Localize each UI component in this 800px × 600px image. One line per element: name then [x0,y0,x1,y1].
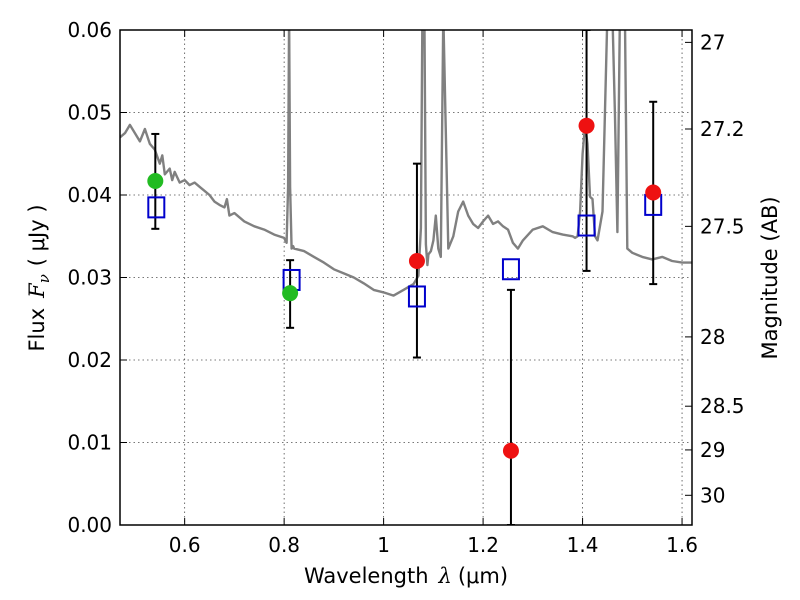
y2-tick-labels: 27 27.2 27.5 28 28.5 29 30 [700,30,745,507]
x-axis-title-symbol: λ [438,564,452,588]
x-tick-label: 1.6 [666,533,698,557]
y-tick-label: 0.05 [67,101,112,125]
model-photometry-square [501,258,520,281]
data-point [502,442,519,459]
data-point [578,117,595,134]
y-axis-title-unit: ( μJy ) [25,204,49,266]
x-tick-label: 0.6 [169,533,201,557]
x-axis-title-unit: (μm) [458,564,508,588]
x-axis-title-text: Wavelength [304,564,429,588]
y-tick-label: 0.02 [67,348,112,372]
y2-tick-label: 27.5 [700,214,745,238]
y-axis-title-text: Flux [25,308,49,352]
spectrum-layer [120,30,692,297]
marker-layer [147,117,663,459]
y2-tick-label: 28 [700,325,725,349]
y-axis-title: Flux Fν ( μJy ) [25,204,53,351]
y2-axis-title: Magnitude (AB) [758,196,782,359]
y-tick-label: 0.01 [67,431,112,455]
y-tick-label: 0.00 [67,513,112,537]
y2-tick-label: 30 [700,483,725,507]
x-tick-labels: 0.6 0.8 1 1.2 1.4 1.6 [169,533,698,557]
y-axis-title-symbol: F [25,282,49,299]
model-photometry-square [577,214,596,237]
data-point [408,253,425,269]
y2-tick-label: 29 [700,438,725,462]
y-tick-label: 0.03 [67,266,112,290]
x-tick-label: 1.2 [467,533,499,557]
y-tick-labels: 0.00 0.01 0.02 0.03 0.04 0.05 0.06 [67,18,112,537]
y-tick-label: 0.04 [67,183,112,207]
y2-tick-label: 28.5 [700,394,745,418]
x-tick-label: 1 [377,533,390,557]
y-tick-label: 0.06 [67,18,112,42]
x-tick-label: 1.4 [567,533,599,557]
data-point [645,184,662,201]
y-axis-title-subscript: ν [35,274,53,283]
model-photometry-square [407,285,426,308]
x-tick-label: 0.8 [268,533,300,557]
data-point [282,285,299,302]
model-photometry-square [147,196,166,219]
data-point [147,172,164,189]
y2-tick-label: 27.2 [700,117,745,141]
spectrum-line [120,30,692,297]
x-axis-title: Wavelength λ (μm) [304,564,508,588]
y2-tick-label: 27 [700,30,725,54]
ticks [120,29,692,526]
